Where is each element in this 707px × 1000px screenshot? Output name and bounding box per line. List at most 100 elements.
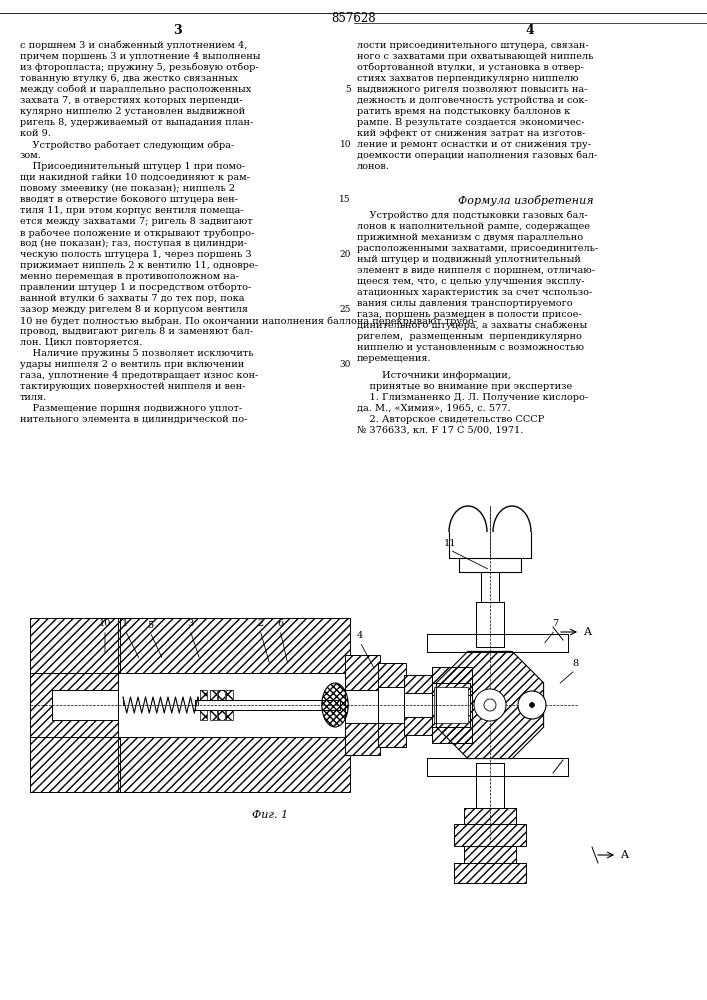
Text: да. М., «Химия», 1965, с. 577.: да. М., «Химия», 1965, с. 577. [357, 404, 510, 413]
Text: 1: 1 [122, 619, 128, 628]
Text: щи накидной гайки 10 подсоединяют к рам-: щи накидной гайки 10 подсоединяют к рам- [20, 173, 250, 182]
Bar [30, 737, 120, 792]
Text: 10: 10 [339, 140, 351, 149]
Bar [118, 618, 350, 673]
Text: кой 9.: кой 9. [20, 129, 51, 138]
Bar [118, 737, 350, 792]
Text: зом.: зом. [20, 151, 42, 160]
Text: ниппелю и установленным с возможностью: ниппелю и установленным с возможностью [357, 343, 584, 352]
Bar [476, 763, 504, 808]
Bar [432, 695, 470, 715]
Text: перемещения.: перемещения. [357, 354, 432, 363]
Bar [218, 690, 225, 720]
Text: A: A [583, 627, 591, 637]
Text: в рабочее положение и открывают трубопро-: в рабочее положение и открывают трубопро… [20, 228, 255, 237]
Bar [345, 655, 380, 690]
Text: 15: 15 [339, 195, 351, 204]
Bar [226, 690, 233, 720]
Text: 4: 4 [357, 631, 363, 640]
Bar [52, 690, 120, 720]
Text: щееся тем, что, с целью улучшения эксплу-: щееся тем, что, с целью улучшения эксплу… [357, 277, 585, 286]
Text: стиях захватов перпендикулярно ниппелю: стиях захватов перпендикулярно ниппелю [357, 74, 578, 83]
Bar [464, 808, 516, 826]
Text: рампе. В результате создается экономичес-: рампе. В результате создается экономичес… [357, 118, 585, 127]
Bar [454, 824, 526, 846]
Bar [118, 760, 140, 792]
Bar [118, 618, 140, 650]
Text: нительного элемента в цилиндрической по-: нительного элемента в цилиндрической по- [20, 415, 247, 424]
Text: Устройство для подстыковки газовых бал-: Устройство для подстыковки газовых бал- [357, 211, 588, 221]
Bar [30, 618, 120, 673]
Text: захвата 7, в отверстиях которых перпенди-: захвата 7, в отверстиях которых перпенди… [20, 96, 243, 105]
Bar [464, 846, 516, 863]
Bar [476, 602, 504, 647]
Text: доемкости операции наполнения газовых бал-: доемкости операции наполнения газовых ба… [357, 151, 597, 160]
Text: кий эффект от снижения затрат на изготов-: кий эффект от снижения затрат на изготов… [357, 129, 585, 138]
Text: между собой и параллельно расположенных: между собой и параллельно расположенных [20, 85, 251, 95]
Bar [464, 808, 516, 826]
Circle shape [530, 702, 534, 708]
Bar [345, 687, 380, 723]
Circle shape [474, 689, 506, 721]
Bar [378, 663, 406, 747]
Text: 3: 3 [187, 619, 193, 628]
Text: лонов.: лонов. [357, 162, 390, 171]
Text: выдвижного ригеля позволяют повысить на-: выдвижного ригеля позволяют повысить на- [357, 85, 588, 94]
Text: Наличие пружины 5 позволяет исключить: Наличие пружины 5 позволяет исключить [20, 349, 254, 358]
Bar [434, 687, 468, 723]
Text: с поршнем 3 и снабженный уплотнением 4,: с поршнем 3 и снабженный уплотнением 4, [20, 41, 247, 50]
Text: ный штуцер и подвижный уплотнительный: ный штуцер и подвижный уплотнительный [357, 255, 581, 264]
Bar [454, 863, 526, 883]
Text: 25: 25 [339, 305, 351, 314]
Text: динительного штуцера, а захваты снабжены: динительного штуцера, а захваты снабжены [357, 321, 588, 330]
Text: 5: 5 [345, 85, 351, 94]
Text: 11: 11 [444, 539, 456, 548]
Text: провод, выдвигают ригель 8 и заменяют бал-: провод, выдвигают ригель 8 и заменяют ба… [20, 327, 253, 336]
Bar [432, 683, 470, 727]
Text: Фиг. 1: Фиг. 1 [252, 810, 288, 820]
Bar [432, 691, 472, 719]
Text: атационных характеристик за счет чспользо-: атационных характеристик за счет чспольз… [357, 288, 592, 297]
Bar [118, 737, 350, 792]
Text: ванной втулки 6 захваты 7 до тех пор, пока: ванной втулки 6 захваты 7 до тех пор, по… [20, 294, 245, 303]
Text: Источники информации,: Источники информации, [357, 371, 511, 380]
Bar [464, 846, 516, 863]
Text: правлении штуцер 1 и посредством отборто-: правлении штуцер 1 и посредством отборто… [20, 283, 251, 292]
Text: ческую полость штуцера 1, через поршень 3: ческую полость штуцера 1, через поршень … [20, 250, 252, 259]
Bar [30, 618, 120, 673]
Text: элемент в виде ниппеля с поршнем, отличаю-: элемент в виде ниппеля с поршнем, отлича… [357, 266, 595, 275]
Text: 10: 10 [99, 619, 111, 628]
Text: газа, уплотнение 4 предотвращает износ кон-: газа, уплотнение 4 предотвращает износ к… [20, 371, 258, 380]
Text: лости присоединительного штуцера, связан-: лости присоединительного штуцера, связан… [357, 41, 589, 50]
Text: 20: 20 [339, 250, 351, 259]
Text: причем поршень 3 и уплотнение 4 выполнены: причем поршень 3 и уплотнение 4 выполнен… [20, 52, 260, 61]
Bar [30, 737, 120, 792]
Bar [404, 693, 434, 717]
Text: вод (не показан); газ, поступая в цилиндри-: вод (не показан); газ, поступая в цилинд… [20, 239, 247, 248]
Text: 8: 8 [572, 659, 578, 668]
Bar [404, 675, 434, 735]
Text: из фторопласта; пружину 5, резьбовую отбор-: из фторопласта; пружину 5, резьбовую отб… [20, 63, 259, 73]
Bar [226, 690, 233, 720]
Bar [118, 618, 350, 673]
Bar [427, 758, 568, 776]
Text: 857628: 857628 [331, 11, 376, 24]
Bar [378, 663, 406, 747]
Bar [432, 683, 470, 727]
Text: 5: 5 [147, 621, 153, 630]
Text: тиля 11, при этом корпус вентиля помеща-: тиля 11, при этом корпус вентиля помеща- [20, 206, 243, 215]
Text: тованную втулку 6, два жестко связанных: тованную втулку 6, два жестко связанных [20, 74, 238, 83]
Bar [30, 673, 120, 737]
Text: 10 не будет полностью выбран. По окончании наполнения баллона перекрывают трубо-: 10 не будет полностью выбран. По окончан… [20, 316, 477, 326]
Bar [345, 655, 380, 690]
Text: Присоединительный штуцер 1 при помо-: Присоединительный штуцер 1 при помо- [20, 162, 245, 171]
Bar [195, 700, 340, 710]
Bar [118, 760, 140, 792]
Bar [454, 824, 526, 846]
Text: 6: 6 [277, 619, 283, 628]
Text: Размещение поршня подвижного уплот-: Размещение поршня подвижного уплот- [20, 404, 242, 413]
Bar [432, 667, 472, 743]
Text: зазор между ригелем 8 и корпусом вентиля: зазор между ригелем 8 и корпусом вентиля [20, 305, 248, 314]
Text: отбортованной втулки, и установка в отвер-: отбортованной втулки, и установка в отве… [357, 63, 584, 73]
Text: дежность и долговечность устройства и сок-: дежность и долговечность устройства и со… [357, 96, 588, 105]
